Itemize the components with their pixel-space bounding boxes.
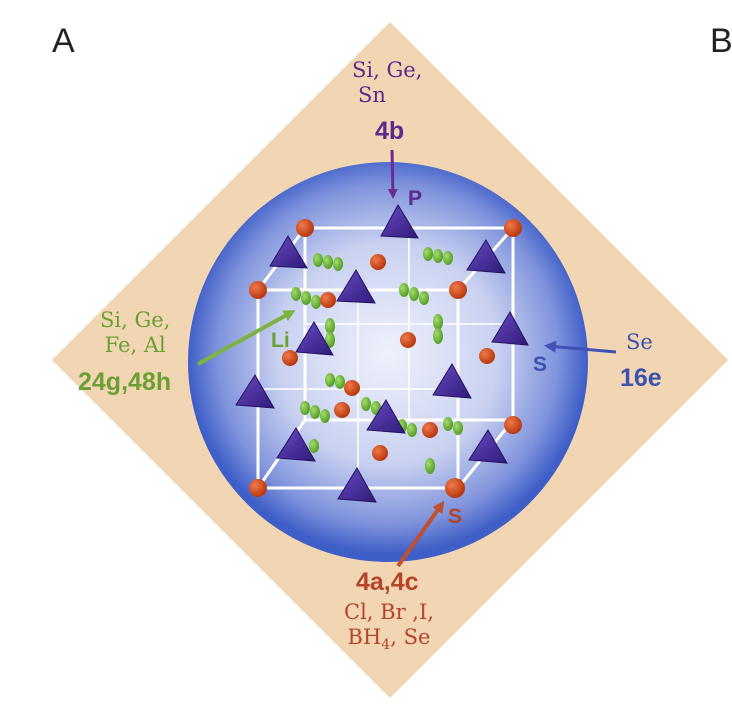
tetrahedron bbox=[295, 321, 334, 356]
left-substituent-line: Si, Ge, bbox=[100, 308, 171, 332]
red-atom bbox=[504, 219, 522, 237]
tetrahedron bbox=[276, 427, 316, 462]
atom-label-s-right: S bbox=[533, 353, 548, 376]
tetrahedron bbox=[491, 310, 529, 346]
li-atom bbox=[399, 283, 409, 297]
site-label-16e: 16e bbox=[620, 364, 662, 392]
arrow-24g48h bbox=[197, 310, 296, 366]
li-atom bbox=[409, 287, 419, 301]
bh-text: BH bbox=[347, 625, 382, 649]
tetrahedron bbox=[336, 269, 376, 304]
li-atom bbox=[309, 439, 319, 453]
left-substituents: Si, Ge, Fe, Al bbox=[100, 308, 170, 358]
li-atoms bbox=[291, 247, 463, 474]
red-atom bbox=[479, 348, 495, 364]
red-atom bbox=[422, 422, 438, 438]
li-atom bbox=[320, 409, 330, 423]
li-atom bbox=[325, 373, 335, 387]
red-atom bbox=[370, 254, 386, 270]
red-atom bbox=[400, 332, 416, 348]
red-atom bbox=[320, 292, 336, 308]
bottom-substituent-line: Cl, Br ,I, bbox=[344, 600, 434, 624]
tetrahedron bbox=[468, 429, 508, 464]
li-atom bbox=[425, 458, 435, 474]
top-substituents: Si, Ge, Sn bbox=[352, 58, 422, 108]
li-atom bbox=[423, 247, 433, 261]
red-atom bbox=[296, 219, 314, 237]
li-atom bbox=[313, 253, 323, 267]
site-label-24g48h: 24g,48h bbox=[78, 368, 172, 396]
right-substituents: Se bbox=[626, 330, 653, 355]
top-substituent-line: Sn bbox=[358, 83, 386, 107]
arrow-4a4c bbox=[396, 500, 445, 568]
bottom-substituent-line-2: BH4, Se bbox=[344, 625, 434, 658]
li-atom bbox=[291, 287, 301, 301]
tetrahedra bbox=[235, 203, 529, 503]
sphere-background bbox=[188, 162, 588, 562]
red-atom bbox=[334, 402, 350, 418]
tetrahedron bbox=[337, 467, 377, 503]
li-atom bbox=[300, 401, 310, 415]
site-label-4b: 4b bbox=[375, 117, 405, 145]
tetrahedron bbox=[366, 399, 406, 434]
li-atom bbox=[325, 332, 335, 348]
red-atom bbox=[372, 445, 388, 461]
li-atom bbox=[333, 257, 343, 271]
red-atom bbox=[344, 380, 360, 396]
top-substituent-line: Si, Ge, bbox=[352, 58, 423, 82]
li-atom bbox=[433, 249, 443, 263]
red-atom bbox=[445, 478, 465, 498]
se-text: , Se bbox=[390, 625, 431, 649]
atom-label-li: Li bbox=[271, 329, 290, 352]
panel-letter-b: B bbox=[710, 22, 732, 60]
arrow-4b bbox=[387, 149, 398, 199]
atom-label-s-bottom: S bbox=[448, 505, 463, 528]
li-atom bbox=[310, 405, 320, 419]
li-atom bbox=[443, 251, 453, 265]
li-atom bbox=[433, 314, 443, 330]
li-atom bbox=[407, 423, 417, 437]
atom-label-p: P bbox=[408, 187, 423, 210]
tetrahedron bbox=[432, 363, 472, 399]
red-atom bbox=[249, 281, 267, 299]
li-atom bbox=[443, 417, 453, 431]
site-label-4a4c: 4a,4c bbox=[356, 568, 419, 596]
unit-cell-inner-lines bbox=[258, 228, 513, 488]
panel-letter-a: A bbox=[52, 22, 75, 60]
red-atom bbox=[282, 350, 298, 366]
li-atom bbox=[361, 397, 371, 411]
tetrahedron bbox=[380, 203, 419, 239]
tetrahedron bbox=[235, 374, 275, 409]
arrow-16e bbox=[544, 340, 617, 354]
tetrahedron bbox=[466, 239, 506, 274]
red-atoms bbox=[249, 219, 522, 498]
li-atom bbox=[323, 255, 333, 269]
li-atom bbox=[419, 291, 429, 305]
bottom-substituents: Cl, Br ,I, BH4, Se bbox=[344, 600, 434, 658]
right-substituent-line: Se bbox=[626, 330, 653, 354]
red-atom bbox=[449, 281, 467, 299]
li-atom bbox=[311, 295, 321, 309]
left-substituent-line: Fe, Al bbox=[104, 333, 166, 357]
li-atom bbox=[335, 375, 345, 389]
li-atom bbox=[325, 318, 335, 334]
li-atom bbox=[453, 421, 463, 435]
red-atom bbox=[504, 416, 522, 434]
red-atom bbox=[249, 479, 267, 497]
bh-subscript: 4 bbox=[381, 637, 391, 654]
li-atom bbox=[433, 328, 443, 344]
li-atom bbox=[301, 291, 311, 305]
tetrahedron bbox=[269, 235, 308, 269]
